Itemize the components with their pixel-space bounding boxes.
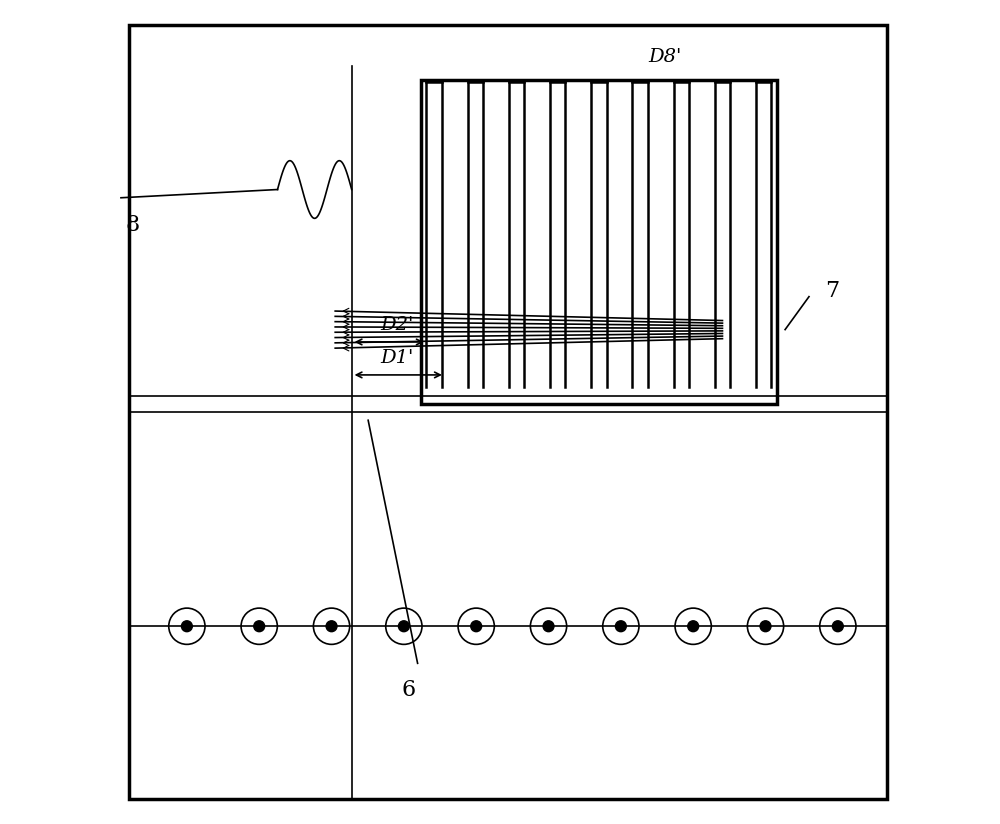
Bar: [421, 80, 777, 404]
Text: D2': D2': [381, 316, 414, 334]
Circle shape: [543, 620, 554, 632]
Text: D8': D8': [648, 48, 682, 66]
Circle shape: [688, 620, 699, 632]
Circle shape: [832, 620, 843, 632]
Circle shape: [398, 620, 409, 632]
Circle shape: [760, 620, 771, 632]
Circle shape: [615, 620, 626, 632]
Circle shape: [471, 620, 482, 632]
Text: D1': D1': [381, 349, 414, 367]
Circle shape: [181, 620, 192, 632]
Circle shape: [326, 620, 337, 632]
Text: 8: 8: [125, 213, 139, 236]
Text: 7: 7: [825, 279, 840, 302]
Text: 6: 6: [401, 679, 415, 701]
Circle shape: [254, 620, 265, 632]
